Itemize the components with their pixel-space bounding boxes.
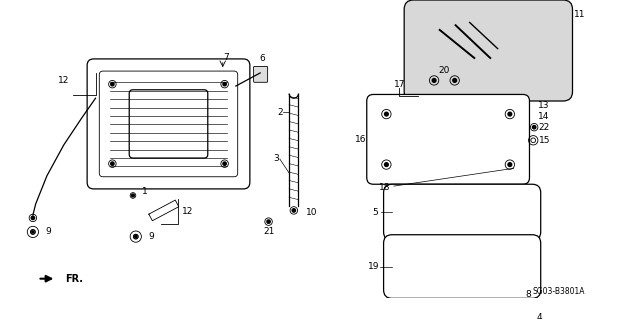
Circle shape [532, 125, 536, 129]
Text: 7: 7 [223, 53, 229, 62]
Text: 14: 14 [538, 112, 549, 122]
Text: 20: 20 [438, 66, 450, 75]
Circle shape [385, 163, 388, 167]
Circle shape [432, 78, 436, 82]
Text: 13: 13 [538, 101, 549, 110]
Text: 18: 18 [379, 183, 390, 192]
Circle shape [514, 301, 517, 305]
Circle shape [111, 162, 114, 165]
Text: 2: 2 [277, 108, 283, 117]
Text: 15: 15 [539, 136, 550, 145]
Circle shape [111, 83, 114, 86]
Text: 1: 1 [142, 187, 148, 196]
Text: 17: 17 [394, 80, 405, 89]
Text: 4: 4 [537, 314, 543, 319]
Circle shape [134, 235, 137, 238]
Text: 6: 6 [259, 55, 265, 63]
Text: 21: 21 [263, 227, 275, 236]
Circle shape [223, 162, 227, 165]
Circle shape [223, 83, 227, 86]
FancyBboxPatch shape [404, 0, 573, 101]
Text: 5: 5 [372, 208, 378, 217]
Text: SG03-B3801A: SG03-B3801A [532, 287, 585, 296]
FancyBboxPatch shape [367, 94, 529, 184]
Circle shape [452, 78, 456, 82]
Circle shape [32, 231, 34, 233]
Circle shape [31, 216, 35, 219]
Text: 8: 8 [525, 290, 531, 299]
Circle shape [385, 112, 388, 116]
Circle shape [267, 220, 270, 223]
Text: 9: 9 [148, 232, 154, 241]
FancyBboxPatch shape [253, 66, 268, 82]
Text: FR.: FR. [66, 274, 84, 284]
Circle shape [508, 163, 512, 167]
Text: 3: 3 [273, 154, 279, 163]
FancyBboxPatch shape [383, 235, 541, 298]
Text: 10: 10 [306, 208, 317, 217]
FancyBboxPatch shape [383, 184, 541, 240]
FancyBboxPatch shape [129, 90, 208, 158]
Circle shape [132, 194, 134, 197]
Circle shape [526, 313, 529, 316]
Circle shape [508, 112, 512, 116]
Text: 22: 22 [539, 123, 550, 132]
Text: 12: 12 [58, 76, 70, 85]
Text: 19: 19 [367, 262, 379, 271]
Text: 16: 16 [355, 135, 366, 144]
Text: 11: 11 [574, 10, 586, 19]
Circle shape [292, 209, 296, 212]
Text: 12: 12 [182, 207, 193, 216]
Text: 9: 9 [45, 227, 51, 236]
